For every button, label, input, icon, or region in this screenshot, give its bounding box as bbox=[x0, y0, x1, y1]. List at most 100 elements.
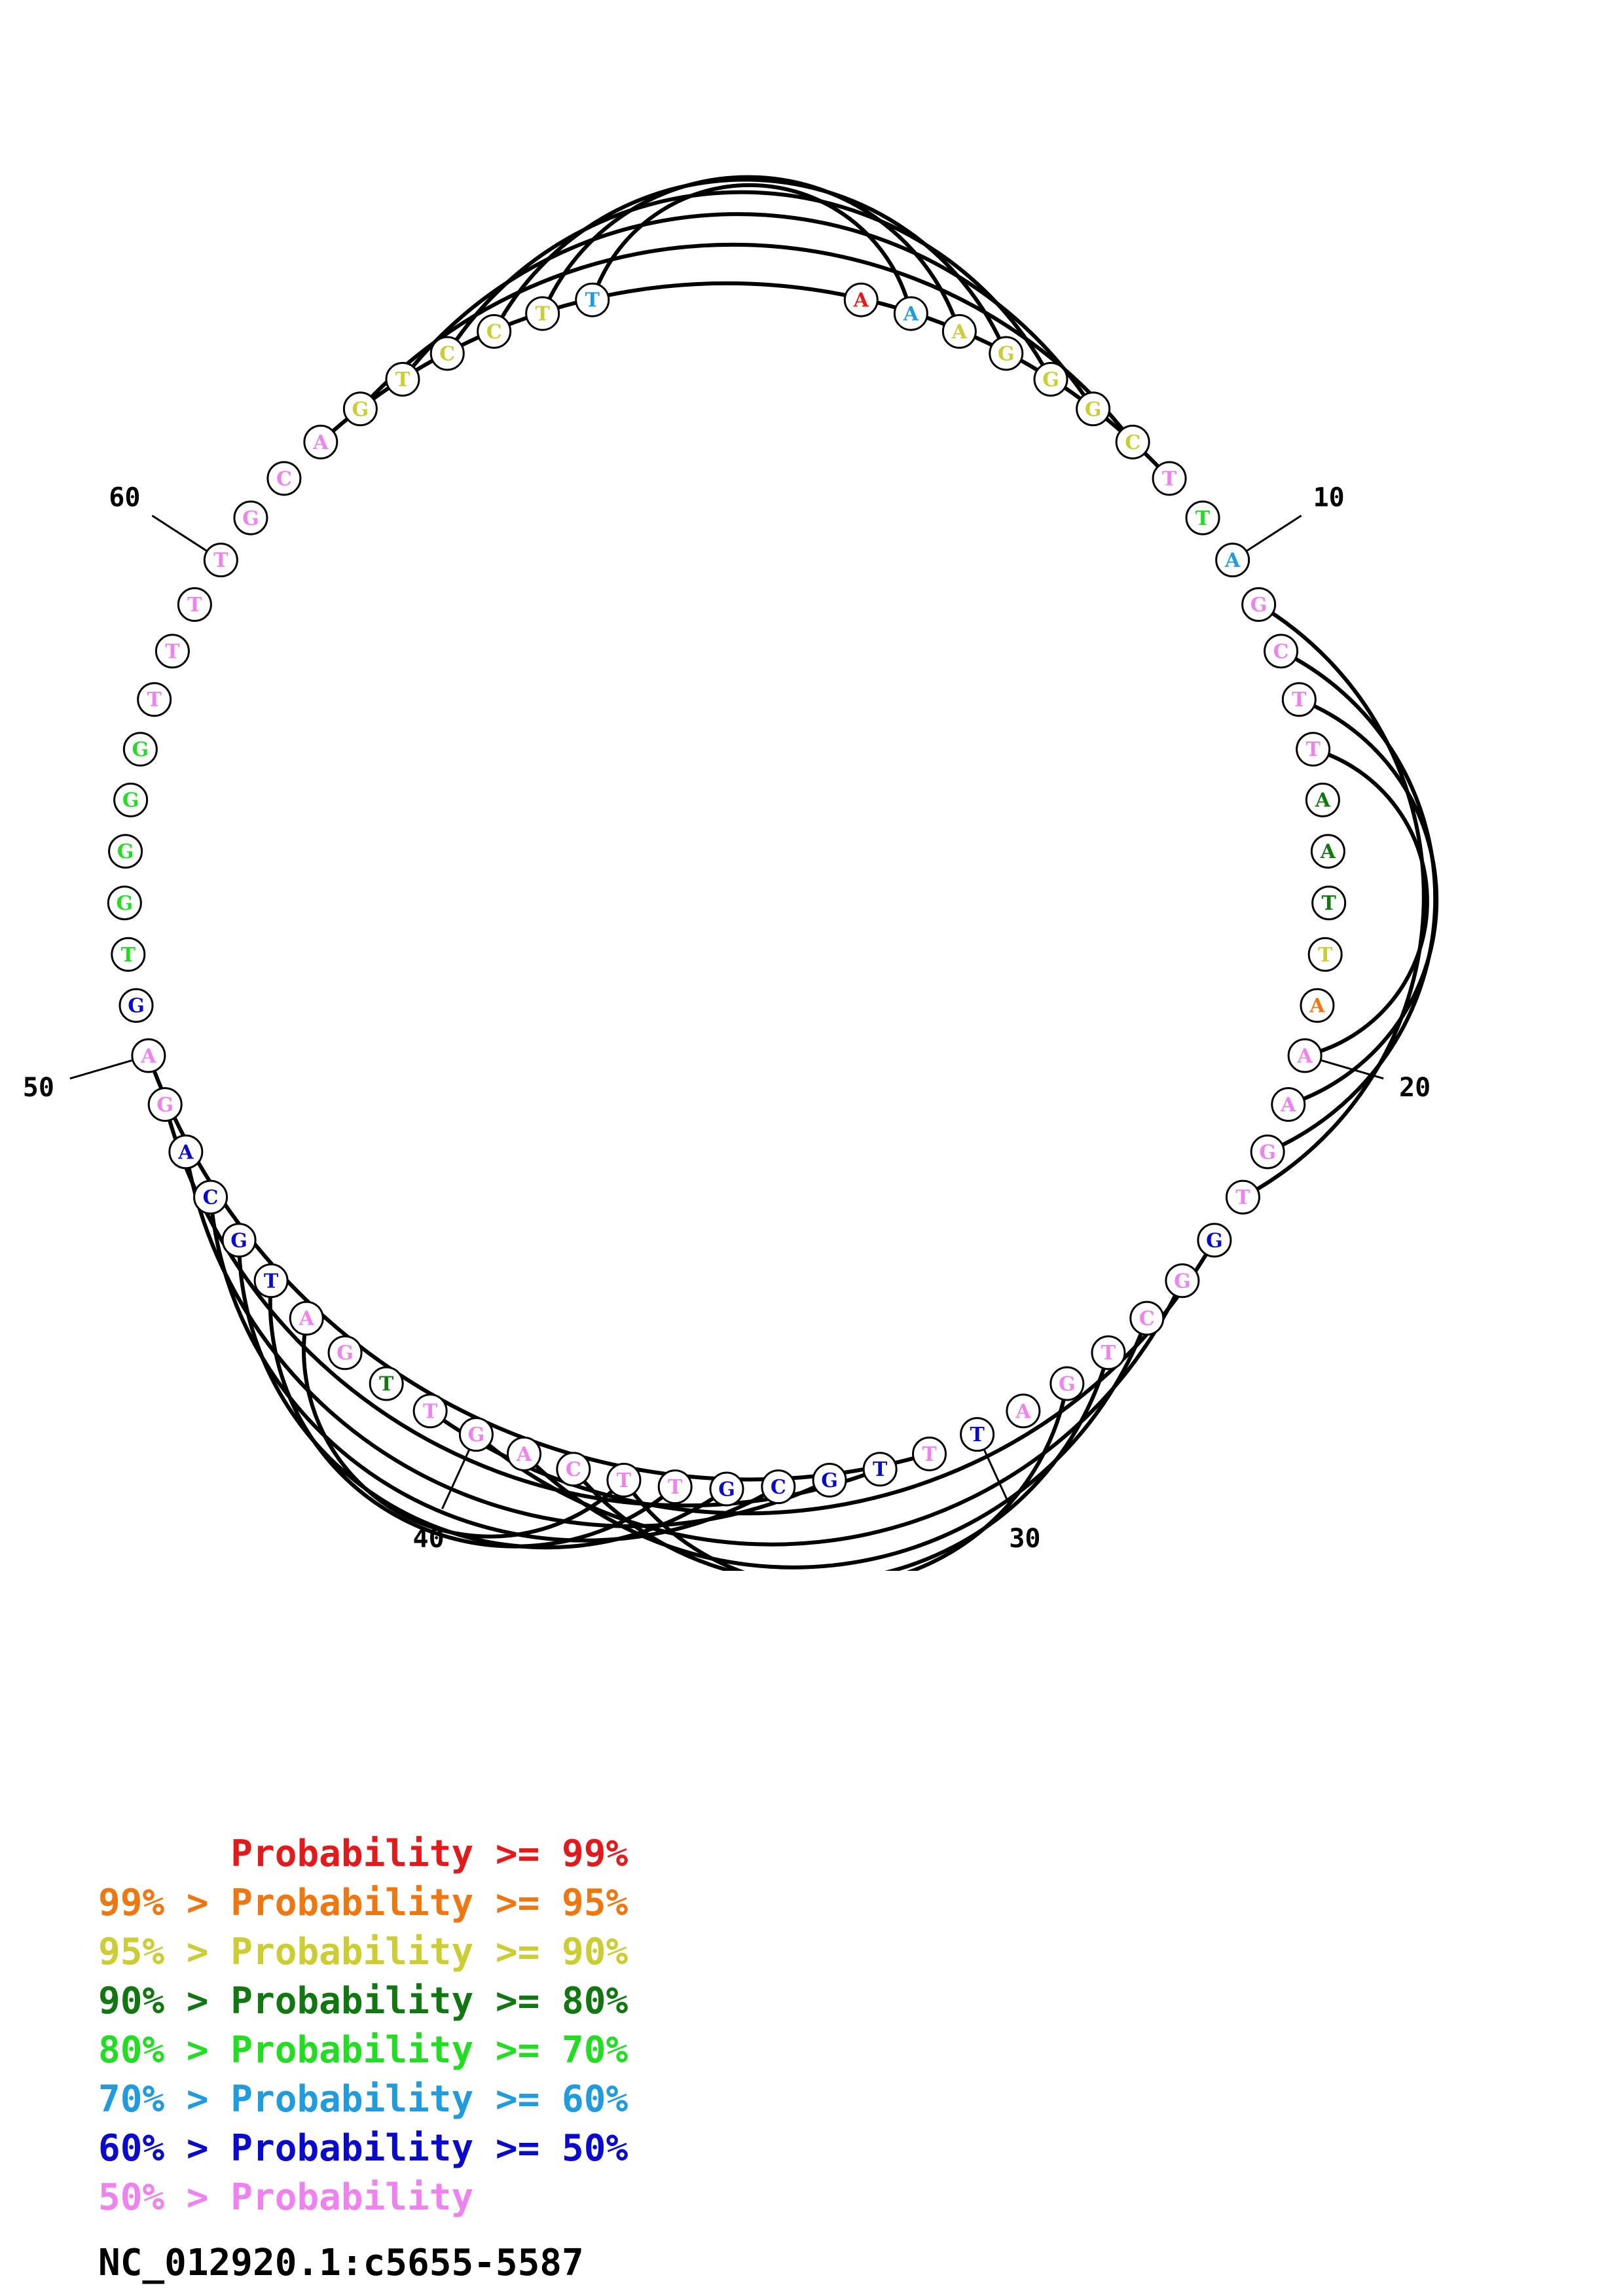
nucleotide-base-62: C bbox=[276, 468, 292, 491]
nucleotide-circle-49 bbox=[147, 1087, 183, 1122]
nucleotide-circle-16 bbox=[1310, 834, 1345, 869]
nucleotide-base-9: T bbox=[1195, 507, 1211, 530]
nucleotide-circle-38 bbox=[556, 1452, 591, 1487]
position-ticks: 10 20 30 40 50 60 bbox=[23, 483, 1431, 1554]
pair-arc-7-64 bbox=[359, 242, 1135, 444]
nucleotide-base-31: T bbox=[922, 1443, 937, 1466]
nucleotide-circle-11 bbox=[1241, 587, 1277, 622]
tick-label-50: 50 bbox=[23, 1073, 54, 1103]
nucleotide-base-39: A bbox=[516, 1443, 532, 1466]
nucleotide-circle-2 bbox=[893, 296, 928, 331]
pair-arc-14-20 bbox=[1304, 747, 1429, 1058]
legend-row-8: 50% > Probability bbox=[98, 2173, 628, 2222]
nucleotide-base-21: A bbox=[1280, 1094, 1296, 1117]
nucleotide-base-66: C bbox=[439, 342, 455, 365]
nucleotide-circle-5 bbox=[1033, 362, 1068, 397]
tick-line-50 bbox=[69, 1059, 134, 1080]
nucleotide-circle-20 bbox=[1287, 1038, 1322, 1073]
pair-arc-11-23 bbox=[1242, 603, 1426, 1199]
nucleotide-base-36: T bbox=[668, 1476, 683, 1499]
nucleotide-base-8: T bbox=[1162, 468, 1177, 491]
nucleotide-circle-55 bbox=[113, 782, 149, 817]
nucleotide-circle-51 bbox=[119, 988, 154, 1023]
nucleotide-circle-24 bbox=[1197, 1223, 1232, 1258]
nucleotide-base-44: A bbox=[299, 1308, 315, 1331]
legend-label: Probability bbox=[230, 2176, 474, 2219]
nucleotide-circle-28 bbox=[1049, 1366, 1085, 1401]
nucleotide-base-29: A bbox=[1015, 1400, 1031, 1423]
nucleotide-base-13: T bbox=[1292, 689, 1307, 711]
pair-arc-34-47 bbox=[208, 1196, 780, 1543]
nucleotide-base-58: T bbox=[165, 640, 180, 663]
nucleotide-base-51: G bbox=[128, 995, 145, 1018]
nucleotide-base-35: G bbox=[718, 1479, 735, 1501]
nucleotide-circle-68 bbox=[525, 296, 560, 331]
nucleotide-circle-58 bbox=[155, 634, 190, 669]
nucleotide-circle-1 bbox=[843, 282, 879, 317]
nucleotide-base-23: T bbox=[1235, 1187, 1250, 1210]
nucleotide-circle-69 bbox=[575, 282, 610, 317]
nucleotide-circle-33 bbox=[812, 1462, 847, 1498]
nucleotide-base-33: G bbox=[821, 1469, 838, 1492]
nucleotide-circle-13 bbox=[1281, 682, 1317, 717]
nucleotide-base-34: C bbox=[771, 1476, 786, 1499]
nucleotide-base-63: A bbox=[312, 431, 329, 454]
nucleotide-circle-67 bbox=[477, 314, 512, 349]
nucleotide-base-17: T bbox=[1322, 892, 1337, 915]
nucleotide-circle-61 bbox=[233, 500, 268, 535]
nucleotide-base-22: G bbox=[1259, 1141, 1276, 1164]
legend-prefix: 60% > bbox=[98, 2127, 231, 2170]
nucleotide-circle-19 bbox=[1300, 988, 1335, 1023]
nucleotide-circle-42 bbox=[369, 1366, 404, 1401]
nucleotide-circle-10 bbox=[1215, 543, 1250, 578]
nucleotide-base-52: T bbox=[121, 944, 136, 967]
nucleotide-base-4: G bbox=[998, 342, 1015, 365]
nucleotide-base-7: C bbox=[1125, 431, 1140, 454]
nucleotide-circle-46 bbox=[221, 1223, 257, 1258]
legend-prefix bbox=[98, 1833, 230, 1875]
nucleotide-base-65: T bbox=[395, 368, 410, 391]
legend-row-6: 70% > Probability >= 60% bbox=[98, 2075, 628, 2124]
pair-arc-2-69 bbox=[590, 183, 913, 314]
tick-line-20 bbox=[1320, 1059, 1384, 1080]
tick-line-60 bbox=[151, 514, 208, 552]
tick-line-40 bbox=[441, 1448, 471, 1509]
legend-label: Probability >= 95% bbox=[230, 1882, 629, 1924]
nucleotide-circle-15 bbox=[1305, 782, 1340, 817]
legend-row-3: 95% > Probability >= 90% bbox=[98, 1928, 628, 1977]
nucleotide-base-15: A bbox=[1315, 789, 1331, 812]
nucleotide-circle-41 bbox=[412, 1393, 448, 1429]
tick-line-10 bbox=[1245, 514, 1302, 552]
nucleotide-base-56: G bbox=[132, 738, 149, 761]
nucleotide-base-16: A bbox=[1320, 840, 1336, 863]
nucleotide-base-10: A bbox=[1224, 549, 1241, 572]
nucleotide-base-11: G bbox=[1250, 594, 1267, 617]
pair-arc-35-46 bbox=[237, 1240, 728, 1550]
nucleotide-base-43: G bbox=[337, 1342, 354, 1365]
nucleotide-circle-12 bbox=[1264, 634, 1299, 669]
nucleotide-base-40: G bbox=[468, 1424, 485, 1446]
nucleotide-base-14: T bbox=[1305, 738, 1321, 761]
nucleotide-base-5: G bbox=[1042, 368, 1059, 391]
pair-arc-5-66 bbox=[445, 190, 1053, 380]
nucleotide-circle-59 bbox=[177, 587, 212, 622]
nucleotide-circle-22 bbox=[1250, 1134, 1285, 1170]
nucleotide-circle-26 bbox=[1129, 1300, 1165, 1336]
nucleotide-circle-57 bbox=[137, 682, 172, 717]
nucleotide-circle-60 bbox=[203, 543, 238, 578]
tick-label-60: 60 bbox=[109, 483, 140, 513]
nucleotide-base-60: T bbox=[213, 549, 228, 572]
nucleotide-circle-62 bbox=[266, 461, 302, 496]
nucleotide-circle-18 bbox=[1307, 937, 1343, 972]
nucleotide-base-25: G bbox=[1174, 1270, 1191, 1293]
nucleotide-base-46: G bbox=[230, 1229, 247, 1252]
nucleotide-circle-29 bbox=[1006, 1393, 1041, 1429]
nucleotide-base-53: G bbox=[117, 892, 134, 915]
legend-prefix: 50% > bbox=[98, 2176, 231, 2219]
tick-label-30: 30 bbox=[1009, 1524, 1040, 1554]
nucleotide-circle-40 bbox=[458, 1417, 494, 1452]
pair-arc-37-44 bbox=[302, 1318, 626, 1539]
nucleotide-base-64: G bbox=[352, 398, 369, 421]
sequence-id: NC_012920.1:c5655-5587 bbox=[98, 2242, 584, 2284]
nucleotide-circle-65 bbox=[385, 362, 420, 397]
